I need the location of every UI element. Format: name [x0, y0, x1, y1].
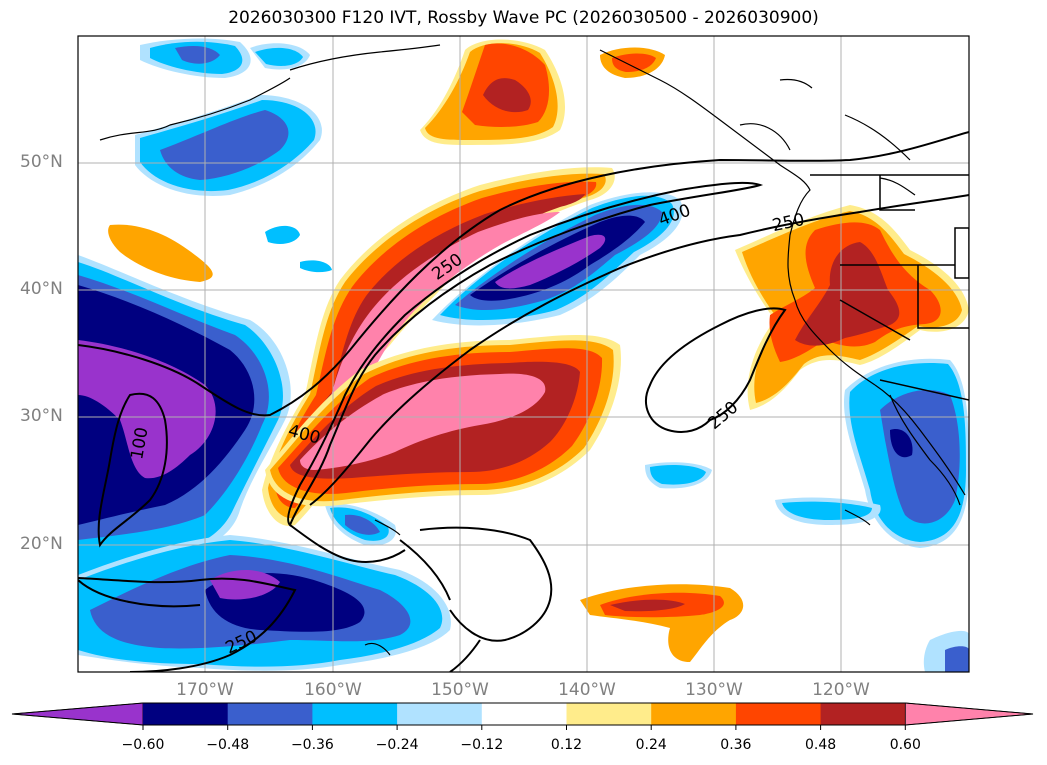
- colorbar-segment: [481, 703, 567, 725]
- lon-label-160w: 160°W: [304, 680, 362, 700]
- negative-anomaly-southwest: [78, 535, 451, 671]
- map-title: 2026030300 F120 IVT, Rossby Wave PC (202…: [228, 8, 819, 28]
- lon-label-120w: 120°W: [812, 680, 870, 700]
- lat-label-30n: 30°N: [20, 406, 63, 426]
- colorbar-tick-label: −0.12: [460, 737, 504, 753]
- colorbar-extend-min: [11, 702, 144, 726]
- colorbar-segment: [651, 703, 737, 725]
- colorbar-tick-label: 0.48: [805, 737, 837, 753]
- colorbar-segment: [227, 703, 313, 725]
- colorbar-extend-max: [904, 702, 1034, 726]
- lon-label-150w: 150°W: [431, 680, 489, 700]
- lat-label-50n: 50°N: [20, 152, 63, 172]
- colorbar-segment: [143, 703, 229, 725]
- borders: [810, 174, 969, 401]
- colorbar-segment: [820, 703, 906, 725]
- lat-label-20n: 20°N: [20, 534, 63, 554]
- lat-label-40n: 40°N: [20, 279, 63, 299]
- lon-label-170w: 170°W: [176, 680, 234, 700]
- colorbar-segment: [397, 703, 483, 725]
- colorbar-segment: [312, 703, 398, 725]
- colorbar-tick-label: 0.36: [720, 737, 752, 753]
- positive-anomaly-subtropical: [265, 335, 621, 507]
- colorbar-tick-label: −0.24: [375, 737, 419, 753]
- colorbar-tick-label: −0.60: [121, 737, 165, 753]
- positive-anomaly-gulf-alaska: [108, 39, 744, 662]
- gridlines: [78, 36, 969, 672]
- colorbar-tick-label: 0.24: [635, 737, 667, 753]
- colorbar-tick-label: −0.48: [206, 737, 250, 753]
- colorbar-tick-label: 0.60: [889, 737, 921, 753]
- negative-anomaly-west: [78, 255, 291, 640]
- map-plot: 400 250 250 400 250 100 250: [77, 35, 970, 673]
- lon-label-140w: 140°W: [558, 680, 616, 700]
- colorbar-tick-label: −0.36: [290, 737, 334, 753]
- colorbar-segment: [566, 703, 652, 725]
- coastlines: [99, 44, 966, 656]
- lon-label-130w: 130°W: [685, 680, 743, 700]
- colorbar: [11, 702, 1034, 730]
- negative-anomaly-east: [325, 358, 969, 672]
- map-frame: [77, 35, 970, 673]
- ivt-contours: [78, 131, 969, 672]
- colorbar-tick-label: 0.12: [550, 737, 583, 753]
- colorbar-segment: [735, 703, 822, 725]
- negative-anomaly-central: [432, 192, 683, 326]
